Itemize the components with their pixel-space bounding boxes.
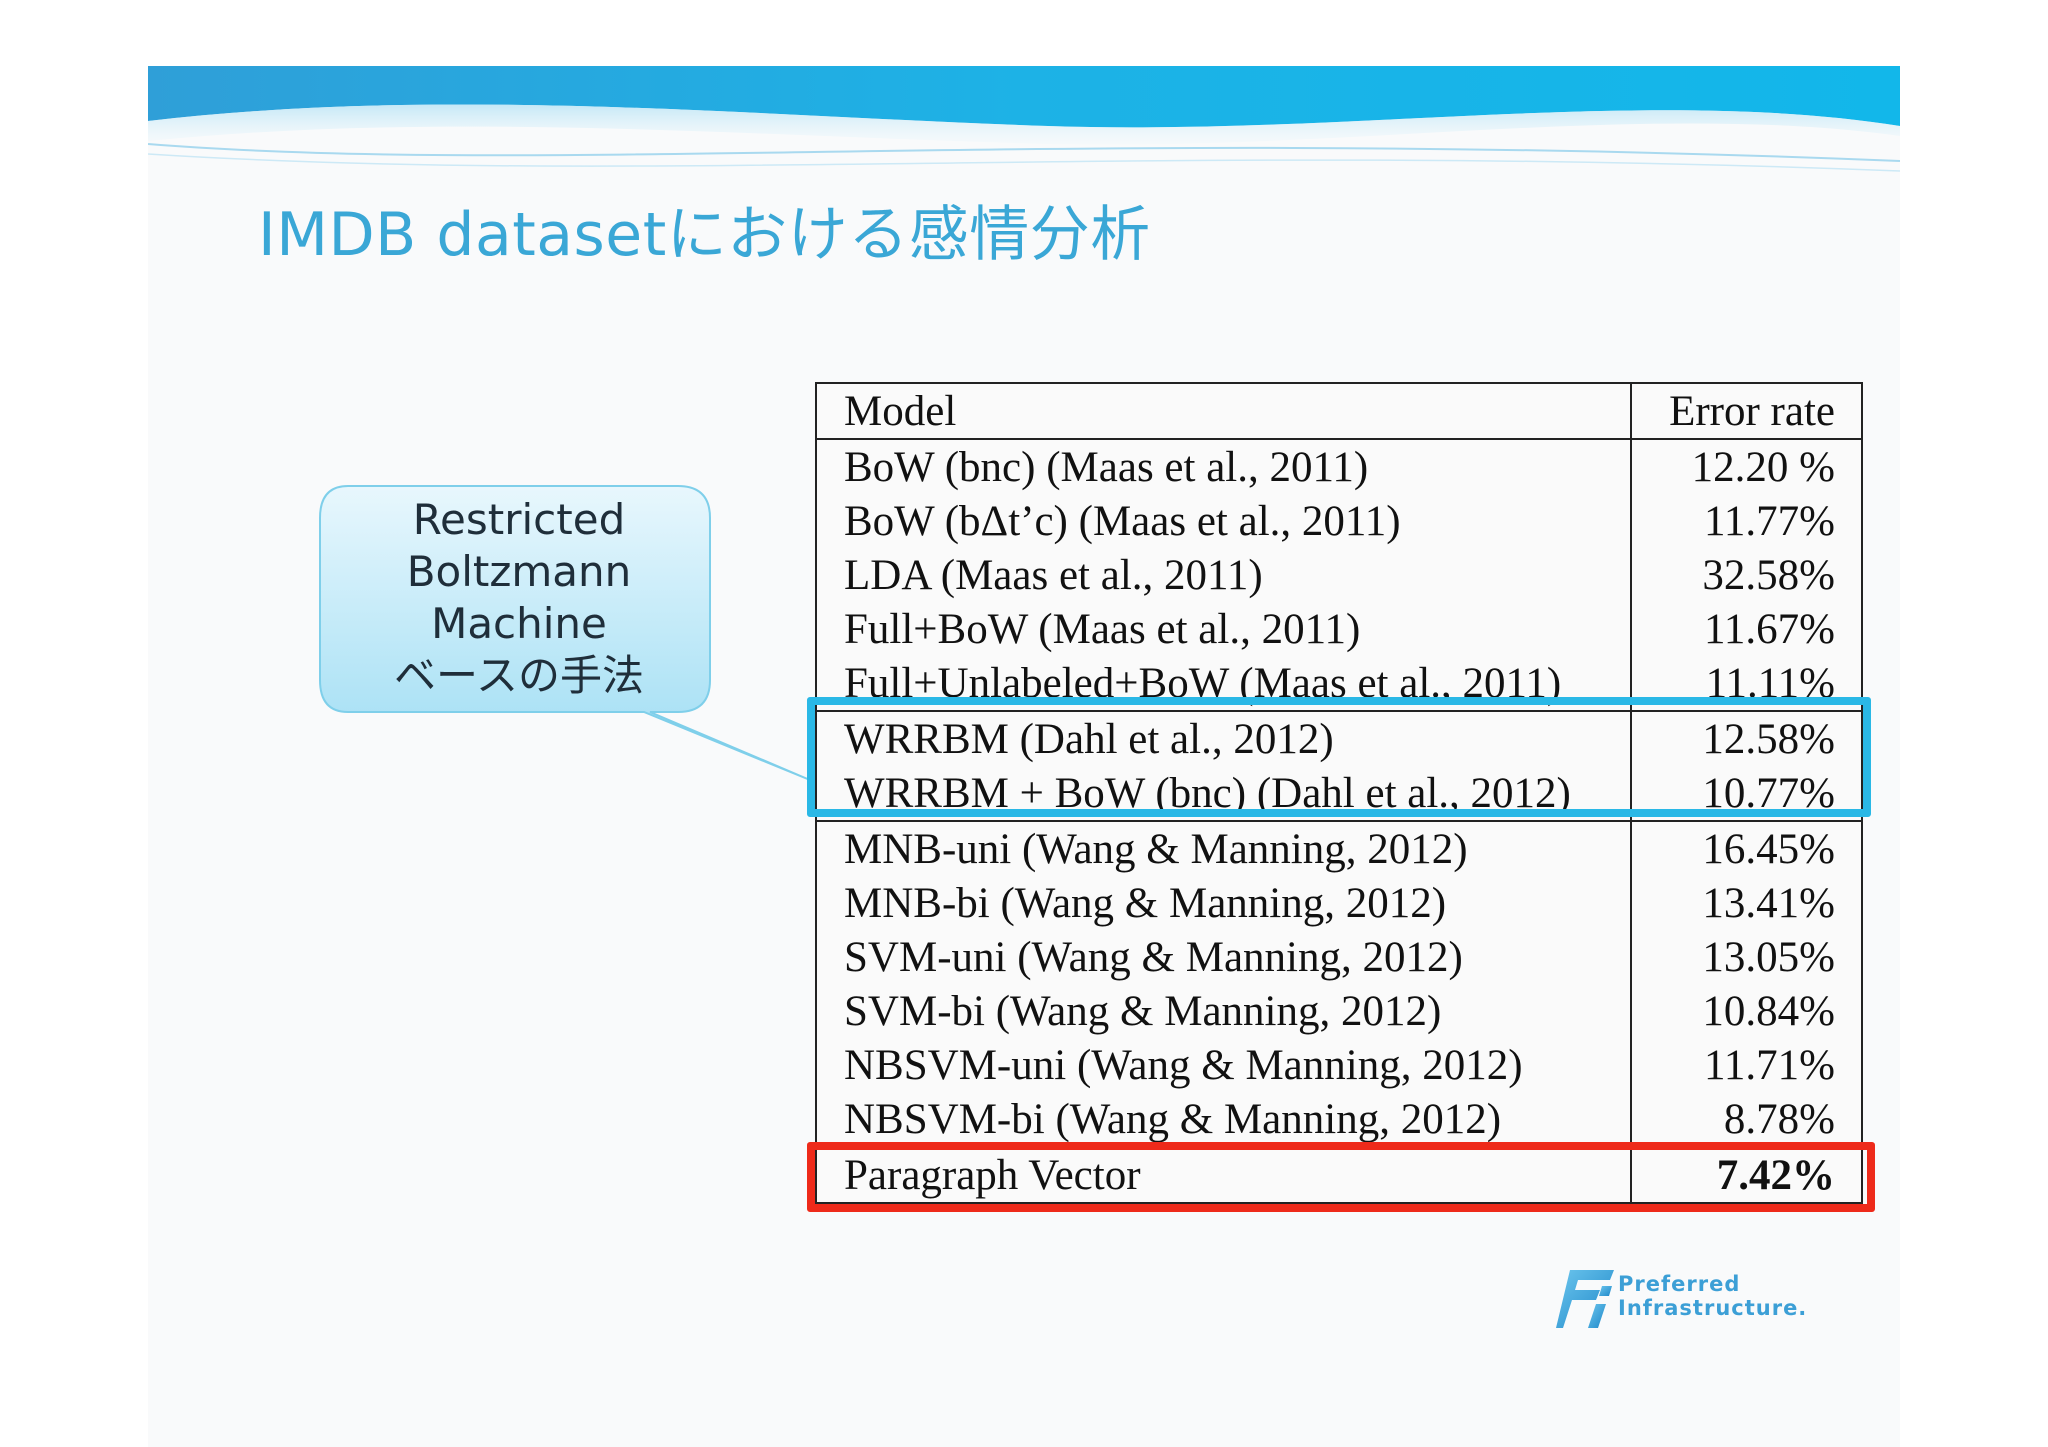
- callout-line: Restricted: [412, 495, 626, 544]
- error-cell: 13.05%: [1702, 933, 1835, 981]
- callout-line: Boltzmann: [406, 547, 632, 596]
- table-row: MNB-uni (Wang & Manning, 2012) 16.45%: [817, 820, 1861, 876]
- error-cell: 8.78%: [1723, 1095, 1835, 1143]
- error-cell: 13.41%: [1702, 879, 1835, 927]
- company-logo: Preferred Infrastructure.: [1556, 1268, 1836, 1330]
- paragraph-vector-highlight-box: [807, 1142, 1875, 1212]
- slide-title: IMDB datasetにおける感情分析: [258, 200, 1151, 270]
- callout-line: Machine: [431, 599, 607, 648]
- error-cell: 10.84%: [1702, 987, 1835, 1035]
- model-cell: NBSVM-uni (Wang & Manning, 2012): [817, 1038, 1632, 1092]
- callout-bubble: [319, 485, 811, 781]
- table-row: LDA (Maas et al., 2011) 32.58%: [817, 548, 1861, 602]
- table-header-row: Model Error rate: [817, 384, 1861, 440]
- table-row: NBSVM-uni (Wang & Manning, 2012) 11.71%: [817, 1038, 1861, 1092]
- table-row: Paragraph Vector 7.42%: [817, 1146, 1861, 1202]
- model-cell: MNB-uni (Wang & Manning, 2012): [817, 822, 1632, 876]
- callout-text: Restricted Boltzmann Machine ベースの手法: [324, 494, 714, 702]
- table-row: SVM-uni (Wang & Manning, 2012) 13.05%: [817, 930, 1861, 984]
- logo-line: Infrastructure.: [1618, 1296, 1808, 1320]
- model-cell: Full+BoW (Maas et al., 2011): [817, 602, 1632, 656]
- error-cell: 32.58%: [1702, 551, 1835, 599]
- error-cell: 12.20 %: [1691, 443, 1835, 491]
- table-row: MNB-bi (Wang & Manning, 2012) 13.41%: [817, 876, 1861, 930]
- model-cell: LDA (Maas et al., 2011): [817, 548, 1632, 602]
- error-cell: 11.77%: [1704, 497, 1835, 545]
- pfi-logo-icon: [1556, 1270, 1614, 1328]
- model-cell: MNB-bi (Wang & Manning, 2012): [817, 876, 1632, 930]
- model-cell: WRRBM + BoW (bnc) (Dahl et al., 2012): [817, 766, 1632, 820]
- logo-text: Preferred Infrastructure.: [1618, 1272, 1807, 1320]
- model-cell: Paragraph Vector: [817, 1148, 1632, 1202]
- error-cell: 7.42%: [1716, 1151, 1835, 1199]
- error-cell: 10.77%: [1702, 769, 1835, 817]
- table-row: BoW (bΔt’c) (Maas et al., 2011) 11.77%: [817, 494, 1861, 548]
- model-cell: WRRBM (Dahl et al., 2012): [817, 712, 1632, 766]
- error-cell: 16.45%: [1702, 825, 1835, 873]
- table-row: WRRBM + BoW (bnc) (Dahl et al., 2012) 10…: [817, 766, 1861, 820]
- model-cell: BoW (bΔt’c) (Maas et al., 2011): [817, 494, 1632, 548]
- callout-line: ベースの手法: [394, 651, 644, 700]
- error-cell: 11.71%: [1704, 1041, 1835, 1089]
- table-row: Full+BoW (Maas et al., 2011) 11.67%: [817, 602, 1861, 656]
- model-cell: SVM-uni (Wang & Manning, 2012): [817, 930, 1632, 984]
- rbm-highlight-box: [807, 697, 1871, 817]
- header-model: Model: [817, 384, 1632, 438]
- table-row: WRRBM (Dahl et al., 2012) 12.58%: [817, 710, 1861, 766]
- table-row: SVM-bi (Wang & Manning, 2012) 10.84%: [817, 984, 1861, 1038]
- results-table: Model Error rate BoW (bnc) (Maas et al.,…: [815, 382, 1863, 1204]
- header-wave-banner: [148, 66, 1900, 172]
- model-cell: NBSVM-bi (Wang & Manning, 2012): [817, 1092, 1632, 1146]
- model-cell: SVM-bi (Wang & Manning, 2012): [817, 984, 1632, 1038]
- logo-line: Preferred: [1618, 1272, 1741, 1296]
- table-row: BoW (bnc) (Maas et al., 2011) 12.20 %: [817, 440, 1861, 494]
- header-error-rate: Error rate: [1669, 387, 1835, 435]
- table-row: NBSVM-bi (Wang & Manning, 2012) 8.78%: [817, 1092, 1861, 1146]
- model-cell: BoW (bnc) (Maas et al., 2011): [817, 440, 1632, 494]
- error-cell: 11.67%: [1704, 605, 1835, 653]
- error-cell: 12.58%: [1702, 715, 1835, 763]
